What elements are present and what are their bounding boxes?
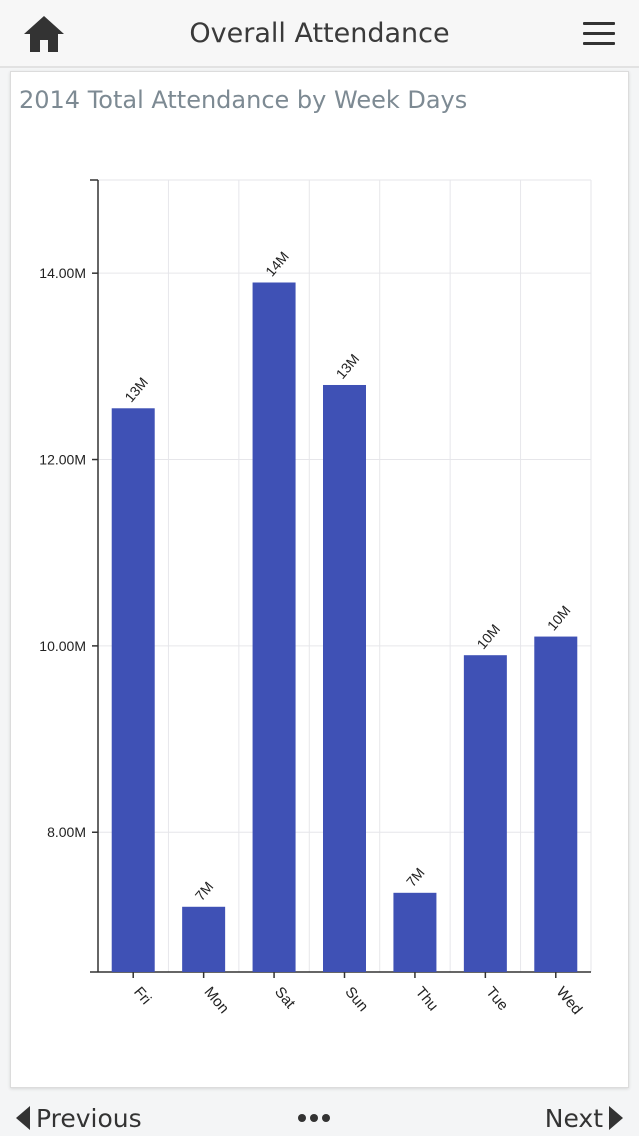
x-tick-label: Thu bbox=[412, 984, 442, 1015]
y-tick-label: 12.00M bbox=[39, 452, 86, 468]
data-label: 10M bbox=[473, 621, 503, 652]
data-label: 13M bbox=[333, 351, 363, 382]
x-tick-label: Fri bbox=[130, 984, 154, 1008]
next-button[interactable]: Next bbox=[545, 1104, 623, 1133]
data-label: 10M bbox=[544, 602, 574, 633]
menu-button[interactable] bbox=[583, 20, 617, 48]
x-tick-label: Mon bbox=[201, 984, 233, 1017]
hamburger-line bbox=[583, 42, 615, 45]
app-header: Overall Attendance bbox=[0, 0, 639, 68]
more-dot bbox=[322, 1114, 330, 1122]
y-tick-label: 10.00M bbox=[39, 638, 86, 654]
bar-tue bbox=[463, 655, 507, 972]
hamburger-menu-icon bbox=[583, 22, 615, 25]
bar-chart: 8.00M 10.00M 12.00M 14.00M Fri 13M Mon 7M Sat 14M… bbox=[39, 179, 592, 1018]
bar-sat bbox=[252, 282, 296, 972]
more-button[interactable] bbox=[298, 1114, 332, 1124]
data-label: 7M bbox=[192, 879, 217, 904]
chevron-right-icon bbox=[609, 1106, 623, 1130]
bar-wed bbox=[534, 636, 578, 972]
bar-sun bbox=[323, 384, 366, 972]
bar-mon bbox=[182, 906, 226, 972]
chart-title: 2014 Total Attendance by Week Days bbox=[19, 86, 468, 114]
x-tick-label: Sun bbox=[341, 984, 371, 1015]
x-tick-label: Sat bbox=[271, 984, 299, 1013]
chevron-left-icon bbox=[16, 1106, 30, 1130]
more-dots-icon bbox=[298, 1114, 306, 1122]
x-tick-label: Tue bbox=[482, 984, 511, 1014]
bar-thu bbox=[393, 892, 437, 972]
data-label: 13M bbox=[121, 374, 151, 405]
home-icon bbox=[24, 16, 64, 52]
hamburger-line bbox=[583, 32, 615, 35]
data-label: 14M bbox=[262, 248, 292, 279]
more-dot bbox=[310, 1114, 318, 1122]
data-label: 7M bbox=[403, 865, 428, 890]
next-label: Next bbox=[544, 1104, 603, 1133]
page-title: Overall Attendance bbox=[189, 18, 450, 49]
x-tick-label: Wed bbox=[553, 984, 586, 1018]
chart-card: 2014 Total Attendance by Week Days 8.00M… bbox=[10, 71, 629, 1088]
home-button[interactable] bbox=[22, 14, 66, 54]
previous-button[interactable]: Previous bbox=[16, 1104, 142, 1133]
previous-label: Previous bbox=[36, 1104, 142, 1133]
bar-fri bbox=[111, 408, 155, 972]
y-tick-label: 14.00M bbox=[39, 265, 86, 281]
y-tick-label: 8.00M bbox=[47, 824, 86, 840]
footer-nav: Previous Next bbox=[0, 1102, 639, 1136]
